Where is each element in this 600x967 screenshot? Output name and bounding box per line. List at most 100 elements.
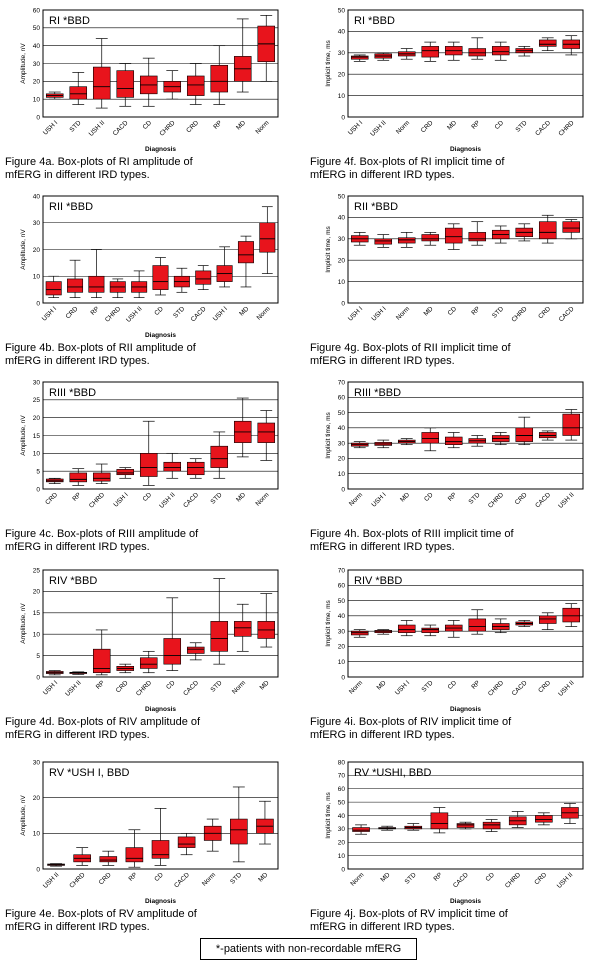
x-tick-label: Norm [256,305,272,321]
y-tick-label: 60 [338,395,346,402]
caption-line: Figure 4b. Box-plots of RII amplitude of [5,342,196,354]
box-plot-crd [186,63,205,105]
box-plot-ush-i [374,439,393,449]
x-tick-label: CACD [534,491,552,509]
iqr-box [139,453,158,477]
y-tick-label: 15 [33,610,41,617]
x-axis-label: Diagnosis [450,898,481,905]
x-tick-label: RP [212,119,223,130]
y-tick-label: 40 [338,613,346,620]
x-tick-label: USH II [369,119,388,138]
y-tick-label: 20 [33,247,41,254]
iqr-box [421,46,440,58]
x-tick-label: Norm [348,491,364,507]
box-plot-std [69,72,88,105]
y-axis-label: Implicit time, ms [325,225,332,272]
x-tick-label: RP [127,871,138,882]
box-plot-norm [350,441,369,449]
iqr-box [421,627,440,633]
iqr-box [237,241,254,264]
caption-line: mfERG in different IRD types. [5,541,150,553]
y-tick-label: 20 [33,795,41,802]
iqr-box [444,227,463,244]
box-plot-cacd [186,458,205,479]
x-tick-label: CD [484,871,496,883]
box-plot-crd [538,612,557,630]
x-tick-label: CHRD [158,119,176,137]
x-tick-label: RP [71,491,82,502]
y-tick-label: 0 [36,486,40,493]
box-plot-std [515,46,534,57]
box-plot-chrd [92,463,111,485]
x-tick-label: MD [235,119,247,131]
iqr-box [538,221,557,240]
y-tick-label: 80 [338,759,346,766]
chart-title: RV *USHI, BBD [354,767,431,779]
x-tick-label: USH II [64,679,83,698]
x-tick-label: CACD [452,871,470,889]
x-tick-label: CACD [182,491,200,509]
x-tick-label: Norm [231,679,247,695]
x-tick-label: MD [399,491,411,503]
chart-title: RII *BBD [49,201,93,213]
caption-line: Figure 4j. Box-plots of RV implicit time… [310,908,508,920]
box-plot-cacd [177,832,196,856]
box-plot-ush-ii [561,803,579,824]
x-tick-label: USH II [158,491,177,510]
box-plot-ush-i [45,670,64,676]
y-tick-label: 20 [33,79,41,86]
y-tick-label: 30 [338,50,346,57]
iqr-box [163,461,182,472]
x-tick-label: MD [235,491,247,503]
x-tick-label: Norm [254,491,270,507]
x-tick-label: CRD [537,305,552,320]
iqr-box [152,265,169,290]
y-tick-label: 0 [36,674,40,681]
box-plot-md [257,593,276,648]
x-tick-label: CACD [511,679,529,697]
x-tick-label: MD [259,679,271,691]
x-tick-label: CACD [112,119,130,137]
x-axis-label: Diagnosis [145,898,176,905]
chart-title: RI *BBD [49,15,90,27]
iqr-box [515,427,534,442]
x-tick-label: Norm [395,305,411,321]
caption-line: Figure 4a. Box-plots of RI amplitude of [5,156,193,168]
box-plot-rp [88,249,105,299]
y-tick-label: 40 [33,193,41,200]
iqr-box [444,436,463,445]
y-tick-label: 30 [33,759,41,766]
y-tick-label: 50 [338,410,346,417]
y-tick-label: 50 [33,25,41,32]
y-tick-label: 10 [33,831,41,838]
y-tick-label: 20 [338,644,346,651]
y-tick-label: 60 [338,786,346,793]
box-plot-chrd [73,847,91,866]
box-plot-ush-ii [562,409,581,441]
iqr-box [210,621,229,652]
chart-title: RV *USH I, BBD [49,767,130,779]
x-tick-label: RP [470,305,481,316]
x-tick-label: CHRD [510,305,528,323]
iqr-box [99,856,118,863]
y-tick-label: 50 [338,7,346,14]
x-axis-label: Diagnosis [145,706,176,713]
box-plot-chart: 0 10 20 30 40 50 Implicit time, ms RII *BBD USH … [325,193,584,324]
figure-caption: Figure 4b. Box-plots of RII amplitude of… [5,342,287,368]
figure-caption: Figure 4i. Box-plots of RIV implicit tim… [310,716,592,742]
iqr-box [45,281,62,296]
plot-frame [347,569,584,678]
box-plot-chart: 0 10 20 30 40 50 60 70 80 Implicit time, ms RV *US… [325,759,584,905]
y-tick-label: 70 [338,567,346,574]
y-axis-label: Amplitude, nV [20,795,27,836]
box-plot-cd [139,420,158,486]
box-plot-cd [152,257,169,296]
box-plot-cd [444,223,463,250]
box-plot-ush-i [216,246,233,288]
x-tick-label: MD [257,871,269,883]
chart-panel: 0 10 20 30 40 50 60 Amplitude, nV RI *BBD USH I ST… [3,4,288,192]
x-tick-label: CHRD [104,305,122,323]
x-tick-label: USH I [347,305,364,322]
box-plot-norm [397,232,416,248]
box-plot-ush-ii [163,452,182,479]
